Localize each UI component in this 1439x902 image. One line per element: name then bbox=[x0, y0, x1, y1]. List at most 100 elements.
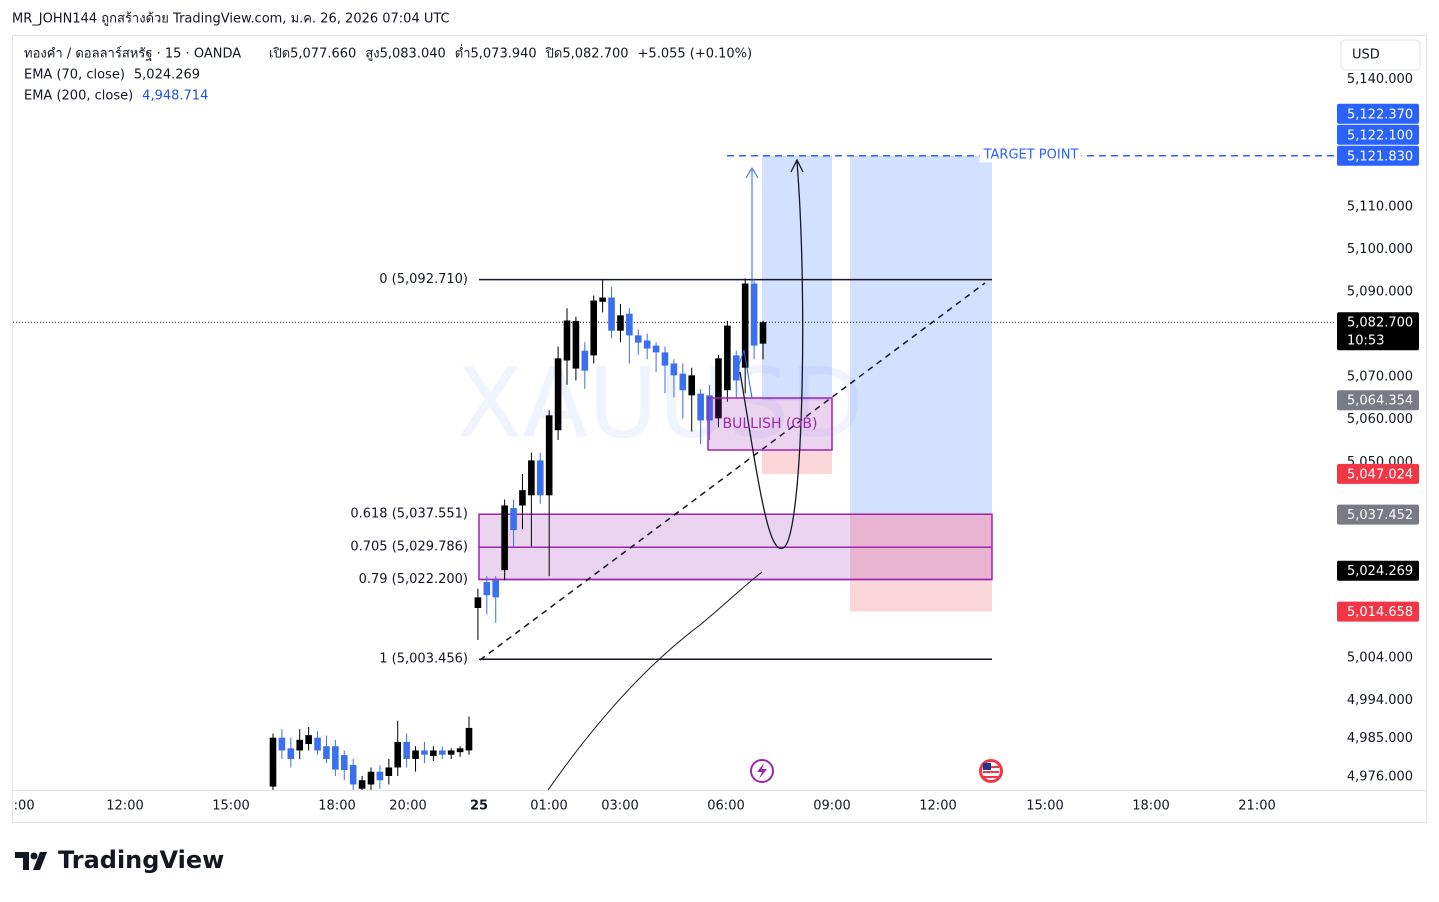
x-tick-label: 9:00 bbox=[5, 799, 34, 814]
candle-body bbox=[367, 771, 375, 785]
candle-body bbox=[474, 597, 482, 608]
candle-body bbox=[608, 297, 615, 331]
price-label: 5,024.269 bbox=[1347, 564, 1413, 579]
event-icon[interactable] bbox=[979, 759, 1003, 783]
frame bbox=[12, 35, 1427, 823]
candle-body bbox=[626, 313, 633, 336]
candle-body bbox=[394, 741, 402, 768]
candle-body bbox=[305, 735, 312, 745]
ohlc-value: ต่ำ5,073.940 bbox=[455, 45, 537, 62]
candle-body bbox=[492, 580, 500, 598]
candle-body bbox=[296, 739, 304, 751]
x-tick-label: 03:00 bbox=[601, 799, 638, 814]
target-zone bbox=[850, 155, 992, 515]
ema-line bbox=[547, 571, 763, 790]
target-label-bg bbox=[979, 147, 1082, 163]
candle-body bbox=[590, 300, 598, 356]
candle-body bbox=[528, 460, 535, 496]
price-label-bg bbox=[1337, 504, 1419, 525]
indicator-name: EMA (70, close) bbox=[24, 68, 125, 83]
currency[interactable]: USD bbox=[1352, 48, 1380, 63]
candle-body bbox=[759, 322, 767, 344]
candle-body bbox=[554, 358, 562, 431]
price-label: 5,014.658 bbox=[1347, 605, 1413, 620]
y-tick-label: 5,004.000 bbox=[1347, 650, 1413, 665]
countdown: 10:53 bbox=[1347, 334, 1384, 349]
candle-body bbox=[750, 283, 758, 346]
y-tick-label: 4,985.000 bbox=[1347, 731, 1413, 746]
candle-body bbox=[572, 320, 580, 369]
x-tick-label: 15:00 bbox=[1026, 799, 1063, 814]
candle-body bbox=[465, 727, 473, 751]
arrow bbox=[745, 167, 759, 283]
candle-body bbox=[510, 508, 517, 531]
x-tick-label: 18:00 bbox=[1132, 799, 1169, 814]
candle-body bbox=[670, 363, 678, 376]
indicator-value: 5,024.269 bbox=[134, 68, 200, 83]
y-tick-label: 4,994.000 bbox=[1347, 693, 1413, 708]
indicator-value: 4,948.714 bbox=[142, 89, 208, 104]
candle-body bbox=[278, 737, 286, 751]
x-tick-label: 20:00 bbox=[389, 799, 426, 814]
arrow bbox=[737, 349, 753, 399]
candle-body bbox=[269, 737, 277, 787]
candle-body bbox=[438, 750, 446, 755]
candle-body bbox=[697, 393, 704, 421]
candle-body bbox=[652, 345, 660, 353]
y-tick-label: 4,976.000 bbox=[1347, 769, 1413, 784]
price-label: 5,082.700 bbox=[1347, 316, 1413, 331]
candle-body bbox=[287, 748, 295, 759]
arrow bbox=[739, 158, 804, 549]
candle-body bbox=[599, 297, 606, 302]
candle-body bbox=[483, 582, 491, 596]
symbol: ทองคำ / ดอลลาร์สหรัฐ · 15 · OANDA bbox=[24, 46, 241, 62]
brand: TradingView bbox=[58, 846, 224, 874]
credit: MR_JOHN144 ถูกสร้างด้วย TradingView.com,… bbox=[12, 12, 450, 27]
brand-logo: TradingView bbox=[15, 846, 224, 874]
x-tick-label: 15:00 bbox=[212, 799, 249, 814]
fib-label: 0 (5,092.710) bbox=[379, 272, 468, 287]
price-label: 5,037.452 bbox=[1347, 508, 1413, 523]
alert-icon[interactable] bbox=[750, 759, 774, 783]
y-tick-label: 5,100.000 bbox=[1347, 242, 1413, 257]
candle-body bbox=[545, 415, 553, 496]
x-tick-label: 12:00 bbox=[106, 799, 143, 814]
plot bbox=[13, 147, 1335, 790]
candle-body bbox=[581, 350, 589, 371]
y-tick-label: 5,140.000 bbox=[1347, 72, 1413, 87]
y-tick-label: 5,070.000 bbox=[1347, 370, 1413, 385]
price-label: 5,047.024 bbox=[1347, 467, 1413, 482]
watermark: XAUUSD bbox=[457, 347, 864, 459]
fib-label: 0.618 (5,037.551) bbox=[350, 507, 468, 522]
candle-body bbox=[724, 325, 731, 391]
x-axis: 9:00 12:00 15:00 18:00 20:00 25 01:00 03:00 06:0… bbox=[5, 799, 1276, 814]
stop-zone bbox=[850, 514, 992, 612]
ohlc-value: เปิด5,077.660 bbox=[269, 47, 356, 62]
candle-body bbox=[340, 755, 348, 771]
ohlc-value: ปิด5,082.700 bbox=[545, 47, 629, 62]
candle-body bbox=[314, 737, 321, 751]
x-tick-label: 01:00 bbox=[530, 799, 567, 814]
candle-body bbox=[358, 780, 366, 789]
order-block-label: BULLISH (OB) bbox=[723, 416, 818, 432]
price-label-bg bbox=[1337, 124, 1419, 145]
fib-zone-border bbox=[478, 513, 993, 581]
currency-button[interactable] bbox=[1340, 39, 1421, 71]
x-tick-label: 25 bbox=[470, 799, 488, 814]
price-label: 5,122.370 bbox=[1347, 107, 1413, 122]
fib-label: 1 (5,003.456) bbox=[379, 652, 468, 667]
indicator-name: EMA (200, close) bbox=[24, 89, 133, 104]
price-label-bg bbox=[1337, 560, 1419, 581]
candle-body bbox=[715, 358, 722, 419]
ohlc-value: สูง5,083.040 bbox=[365, 47, 445, 62]
candle-body bbox=[563, 320, 571, 361]
price-label-bg bbox=[1337, 463, 1419, 484]
x-tick-label: 18:00 bbox=[318, 799, 355, 814]
x-tick-label: 06:00 bbox=[707, 799, 744, 814]
candle-body bbox=[661, 352, 669, 366]
x-tick-label: 09:00 bbox=[813, 799, 850, 814]
ohlc-header: เปิด5,077.660 สูง5,083.040 ต่ำ5,073.940 ปิด… bbox=[269, 45, 752, 62]
y-tick-label: 5,090.000 bbox=[1347, 285, 1413, 300]
fib-label: 0.79 (5,022.200) bbox=[359, 572, 468, 587]
